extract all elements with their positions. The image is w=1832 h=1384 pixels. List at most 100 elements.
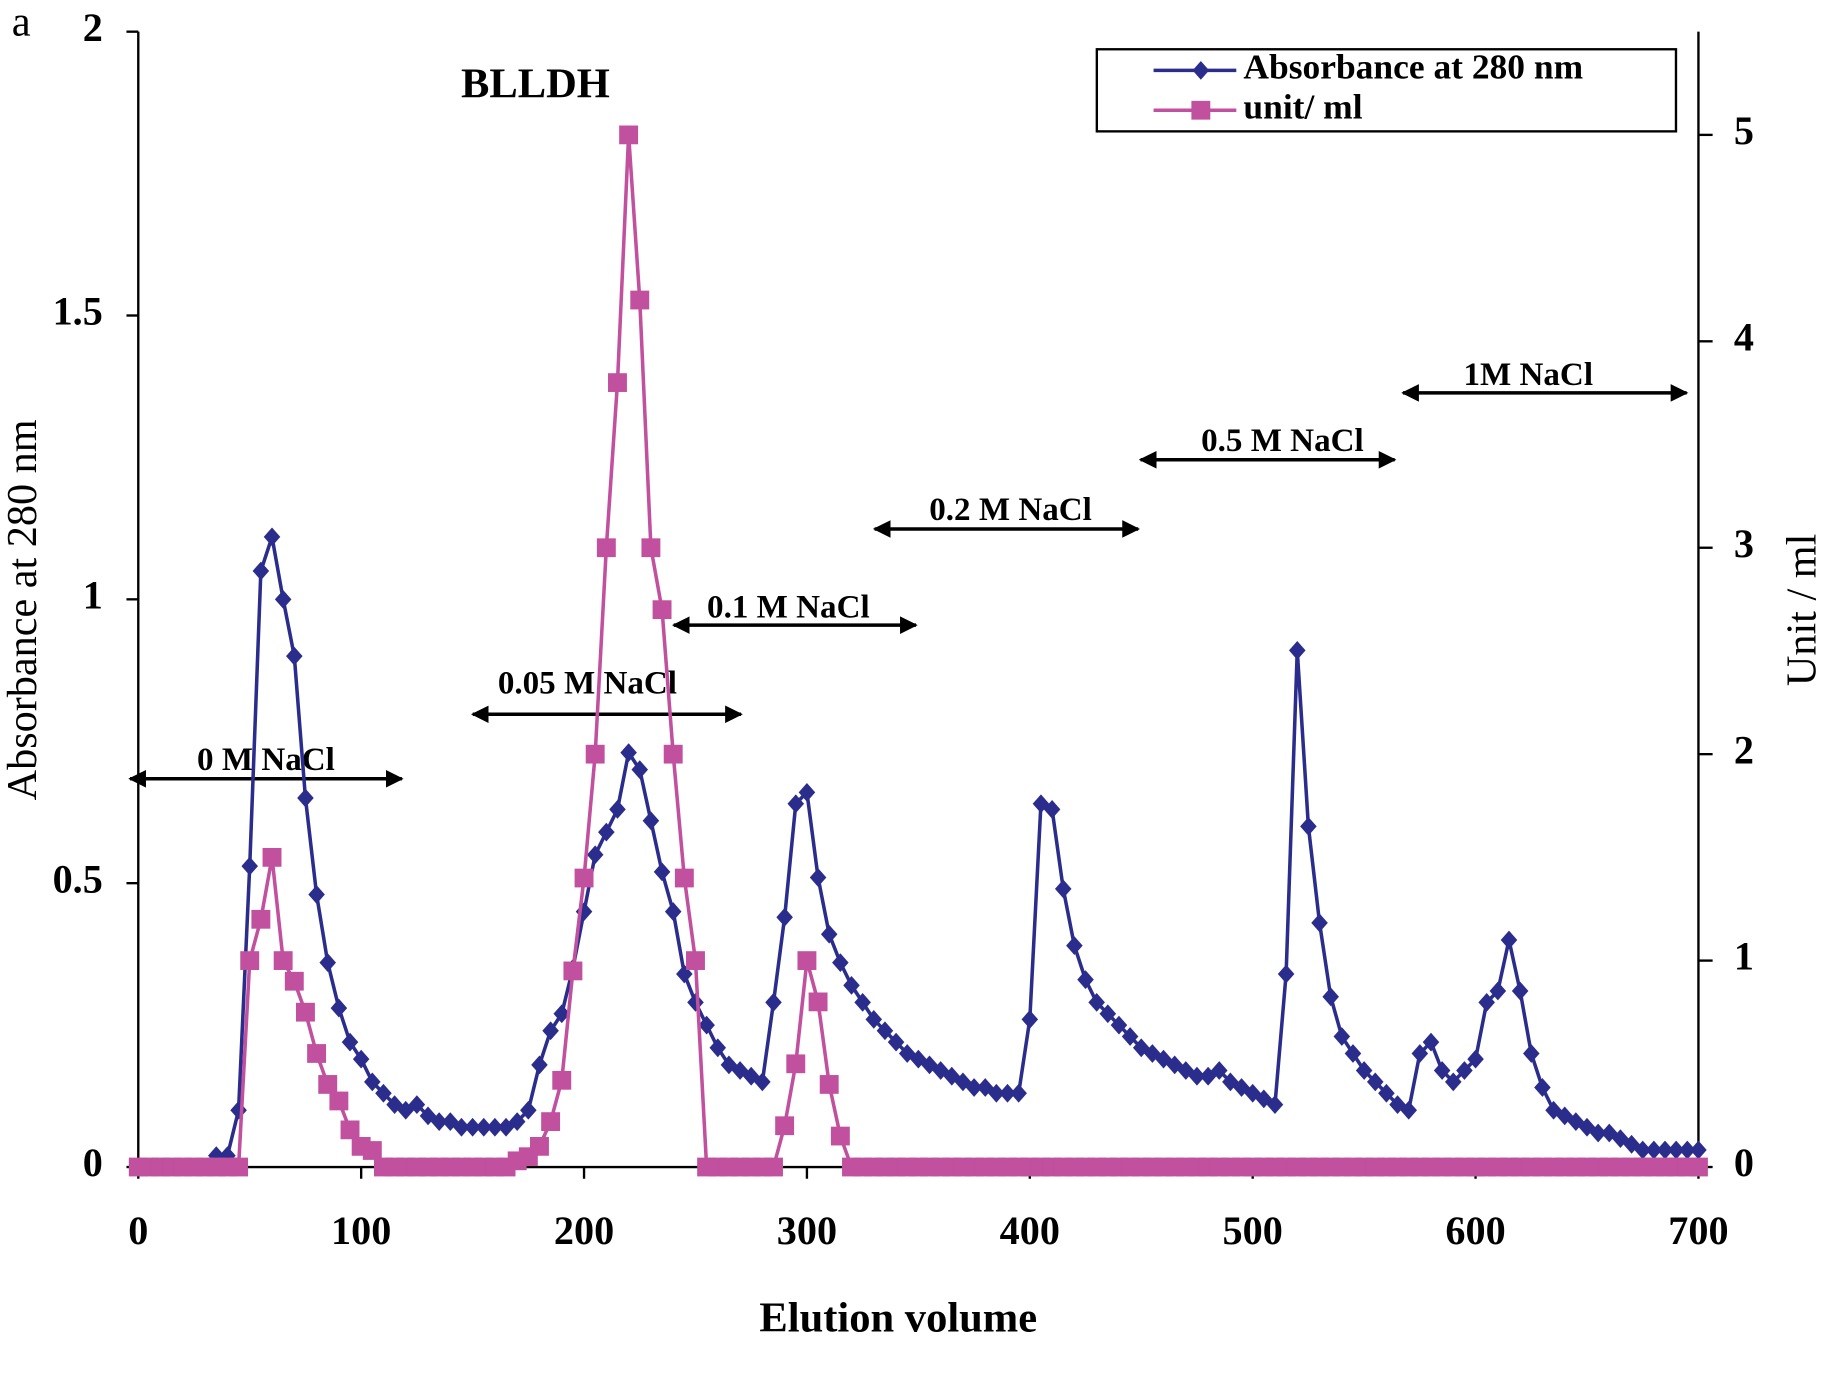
point	[820, 924, 838, 944]
point	[520, 1100, 537, 1120]
legend-marker	[1191, 100, 1211, 120]
point	[252, 561, 270, 581]
point	[1032, 794, 1050, 814]
point	[319, 953, 337, 973]
point	[274, 589, 292, 609]
point	[921, 1055, 938, 1075]
y-axis-label: Absorbance at 280 nm	[0, 419, 46, 800]
point	[1199, 1066, 1217, 1086]
point	[262, 847, 282, 867]
point	[619, 125, 639, 145]
point	[1411, 1044, 1429, 1063]
point	[698, 1015, 715, 1035]
point	[819, 1075, 839, 1094]
y2-tick-label: 2	[1734, 727, 1754, 772]
point	[230, 1100, 247, 1120]
point	[1688, 1157, 1708, 1177]
point	[486, 1117, 504, 1137]
point	[1010, 1083, 1027, 1103]
point	[709, 1038, 727, 1058]
point	[754, 1072, 771, 1092]
point	[1333, 1027, 1351, 1046]
point	[464, 1117, 481, 1137]
point	[1288, 641, 1306, 660]
series-line	[138, 134, 1699, 1169]
x-tick-label: 500	[1223, 1208, 1283, 1253]
y2-tick-label: 5	[1734, 108, 1754, 153]
point	[1478, 993, 1495, 1012]
point	[832, 953, 849, 973]
point	[663, 744, 683, 764]
point	[1523, 1044, 1540, 1063]
point	[318, 1075, 338, 1094]
x-tick-label: 600	[1445, 1208, 1505, 1253]
chart-title: BLLDH	[461, 61, 610, 108]
annotation: 0.05 M NaCl	[498, 666, 677, 702]
y-tick-label: 2	[83, 5, 103, 50]
point	[608, 373, 627, 392]
point	[362, 1141, 382, 1160]
point	[609, 799, 626, 819]
y2-tick-label: 1	[1734, 934, 1754, 979]
point	[329, 1091, 349, 1111]
point	[308, 885, 325, 904]
point	[687, 993, 704, 1012]
point	[798, 782, 816, 802]
y-tick-label: 1.5	[53, 289, 103, 334]
point	[1277, 964, 1295, 984]
point	[531, 1055, 548, 1075]
point	[954, 1072, 972, 1092]
point	[475, 1117, 493, 1137]
x-axis-label: Elution volume	[759, 1295, 1037, 1342]
x-tick-label: 0	[128, 1208, 148, 1253]
point	[295, 1002, 315, 1022]
x-tick-label: 100	[331, 1208, 391, 1253]
point	[1188, 1066, 1206, 1086]
y2-tick-label: 0	[1734, 1140, 1754, 1185]
point	[563, 961, 583, 981]
point	[830, 1126, 850, 1146]
point	[352, 1049, 370, 1069]
point	[965, 1078, 983, 1097]
point	[229, 1157, 249, 1177]
point	[1021, 1010, 1039, 1029]
x-tick-label: 400	[1000, 1208, 1060, 1253]
point	[1311, 913, 1328, 933]
point	[1433, 1061, 1451, 1080]
point	[541, 1112, 561, 1131]
point	[797, 951, 817, 970]
point	[652, 600, 672, 620]
annotation: 0.2 M NaCl	[929, 492, 1092, 528]
point	[364, 1072, 381, 1092]
point	[453, 1117, 470, 1137]
legend-label: Absorbance at 280 nm	[1243, 48, 1583, 87]
point	[1155, 1049, 1172, 1069]
point	[284, 971, 304, 991]
point	[1054, 879, 1072, 899]
point	[251, 909, 271, 929]
point	[1690, 1140, 1707, 1160]
point	[809, 868, 827, 887]
point	[375, 1083, 392, 1103]
point	[1210, 1061, 1228, 1080]
point	[430, 1112, 448, 1131]
y-tick-label: 0.5	[53, 856, 103, 901]
point	[854, 993, 871, 1012]
point	[1300, 817, 1317, 836]
point	[1667, 1140, 1685, 1160]
point	[1121, 1027, 1139, 1046]
y-tick-label: 0	[83, 1140, 103, 1185]
point	[1534, 1078, 1551, 1097]
point	[1656, 1140, 1674, 1160]
y2-tick-label: 3	[1734, 521, 1754, 566]
point	[642, 811, 660, 831]
point	[787, 794, 805, 814]
point	[241, 856, 258, 876]
point	[408, 1095, 426, 1114]
point	[1422, 1032, 1440, 1052]
point	[1545, 1100, 1562, 1120]
point	[530, 1136, 549, 1156]
point	[297, 788, 314, 808]
point	[340, 1120, 360, 1140]
